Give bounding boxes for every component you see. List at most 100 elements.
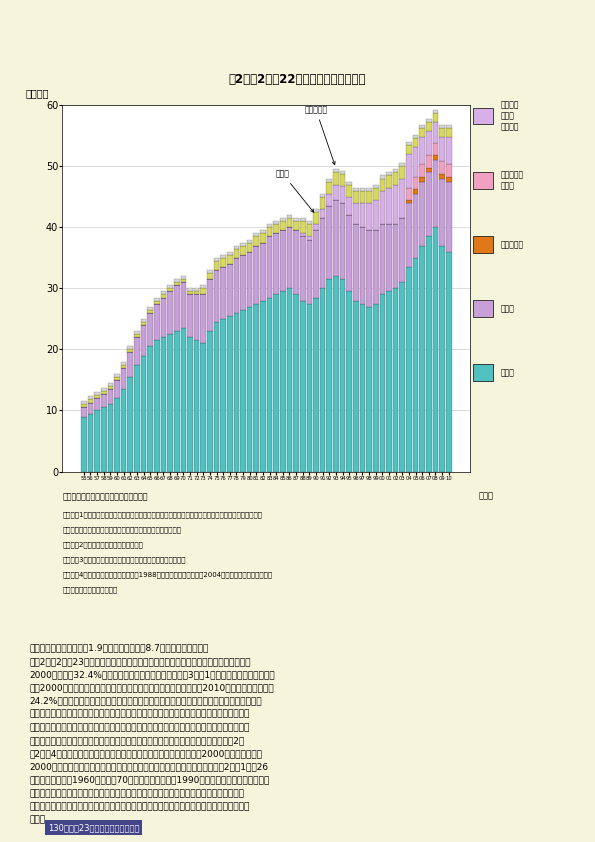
Bar — [419, 246, 425, 472]
Bar — [426, 173, 431, 237]
Bar — [87, 413, 93, 472]
Bar — [108, 389, 113, 404]
Bar — [367, 306, 372, 472]
Bar — [300, 221, 306, 233]
Bar — [373, 304, 378, 472]
Bar — [359, 191, 365, 203]
Bar — [148, 306, 153, 310]
Bar — [346, 182, 352, 184]
Bar — [247, 239, 252, 242]
Bar — [446, 252, 452, 472]
Bar — [247, 252, 252, 306]
Bar — [253, 246, 259, 304]
Bar — [201, 285, 206, 288]
Bar — [101, 391, 107, 394]
Bar — [380, 224, 385, 295]
Bar — [380, 295, 385, 472]
Bar — [194, 291, 199, 295]
Bar — [134, 331, 140, 334]
Bar — [293, 221, 299, 231]
Bar — [393, 173, 399, 184]
Bar — [439, 125, 445, 128]
Bar — [300, 301, 306, 472]
Bar — [293, 218, 299, 221]
Bar — [201, 295, 206, 344]
Bar — [399, 179, 405, 218]
Bar — [87, 397, 93, 399]
Bar — [108, 386, 113, 389]
Bar — [327, 194, 332, 206]
Bar — [280, 221, 286, 231]
Bar — [154, 304, 159, 340]
Bar — [280, 231, 286, 291]
Bar — [101, 408, 107, 472]
Bar — [433, 122, 439, 143]
Bar — [234, 246, 239, 248]
Bar — [399, 167, 405, 179]
Bar — [399, 163, 405, 167]
Bar — [174, 282, 180, 285]
Bar — [413, 194, 418, 258]
Bar — [393, 169, 399, 173]
Bar — [114, 374, 120, 377]
Bar — [419, 177, 425, 182]
Text: 4）一時的な仕事に就いた者は1988年、専修学校等入学者は2004年からで、それ以前はその: 4）一時的な仕事に就いた者は1988年、専修学校等入学者は2004年からで、それ… — [62, 572, 273, 578]
Bar — [313, 297, 319, 472]
Bar — [127, 353, 133, 377]
Bar — [340, 171, 345, 173]
Bar — [306, 237, 312, 239]
Bar — [346, 184, 352, 197]
Bar — [127, 349, 133, 353]
Bar — [333, 184, 339, 200]
Bar — [433, 155, 439, 160]
Bar — [260, 242, 266, 301]
Bar — [426, 131, 431, 155]
Bar — [413, 147, 418, 178]
Text: 他に含まれる。: 他に含まれる。 — [62, 587, 118, 594]
Bar — [373, 188, 378, 200]
Bar — [353, 203, 359, 224]
Bar — [154, 340, 159, 472]
Bar — [201, 288, 206, 295]
Bar — [207, 270, 212, 273]
Bar — [367, 231, 372, 306]
Bar — [227, 316, 233, 472]
Bar — [148, 310, 153, 312]
Bar — [140, 322, 146, 325]
Bar — [154, 297, 159, 301]
Bar — [439, 173, 445, 179]
Bar — [267, 227, 273, 237]
Text: 学した者を指し、進学しかつ就職した者を含む。: 学した者を指し、進学しかつ就職した者を含む。 — [62, 526, 181, 533]
Bar — [114, 380, 120, 398]
Bar — [367, 203, 372, 231]
Bar — [446, 182, 452, 252]
Bar — [380, 190, 385, 224]
Bar — [161, 337, 166, 472]
Bar — [386, 291, 392, 472]
Bar — [108, 404, 113, 472]
Bar — [386, 188, 392, 224]
Text: （万人）: （万人） — [26, 88, 49, 98]
Bar — [134, 365, 140, 472]
Bar — [446, 125, 452, 128]
Bar — [327, 280, 332, 472]
Bar — [293, 231, 299, 295]
Bar — [234, 248, 239, 258]
Bar — [81, 402, 87, 404]
Bar — [359, 188, 365, 190]
Bar — [320, 218, 325, 288]
Bar — [214, 270, 220, 322]
Bar — [227, 264, 233, 316]
Bar — [267, 237, 273, 297]
Bar — [94, 392, 100, 395]
Bar — [340, 280, 345, 472]
Bar — [140, 319, 146, 322]
Bar — [439, 246, 445, 472]
Bar — [406, 188, 412, 200]
Bar — [287, 218, 292, 227]
Bar — [267, 297, 273, 472]
Bar — [320, 197, 325, 209]
Bar — [406, 141, 412, 145]
Bar — [446, 164, 452, 177]
Bar — [253, 304, 259, 472]
